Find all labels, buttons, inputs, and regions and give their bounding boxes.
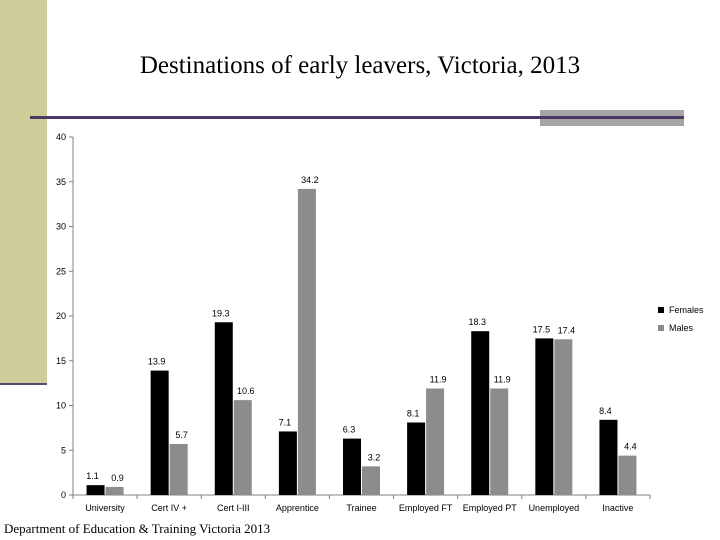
bar-males bbox=[490, 388, 509, 495]
data-label: 17.5 bbox=[533, 324, 551, 334]
bar-females bbox=[407, 422, 426, 495]
bar-females bbox=[214, 322, 233, 495]
data-label: 8.4 bbox=[599, 406, 612, 416]
bar-males bbox=[233, 400, 252, 495]
data-label: 4.4 bbox=[624, 442, 637, 452]
y-tick-label: 15 bbox=[56, 356, 66, 366]
x-category-label: Cert IV + bbox=[151, 503, 187, 513]
data-label: 10.6 bbox=[237, 386, 255, 396]
y-tick-label: 20 bbox=[56, 311, 66, 321]
bar-males bbox=[362, 466, 380, 495]
decorative-side-bar bbox=[0, 0, 47, 383]
decorative-side-bar-edge bbox=[0, 383, 47, 385]
bar-females bbox=[599, 419, 618, 495]
bar-females bbox=[86, 485, 105, 495]
data-label: 17.4 bbox=[558, 325, 576, 335]
x-category-label: Unemployed bbox=[529, 503, 580, 513]
x-category-label: Cert I-III bbox=[217, 503, 250, 513]
bar-males bbox=[618, 455, 637, 495]
data-label: 11.9 bbox=[494, 374, 511, 384]
bar-males bbox=[297, 188, 316, 495]
x-category-label: Trainee bbox=[346, 503, 376, 513]
data-label: 19.3 bbox=[212, 308, 230, 318]
bar-females bbox=[150, 370, 169, 495]
bar-males bbox=[426, 388, 445, 495]
bar-males bbox=[105, 486, 124, 495]
y-tick-label: 5 bbox=[61, 445, 66, 455]
data-label: 0.9 bbox=[111, 473, 124, 483]
bar-males bbox=[554, 339, 573, 495]
bar-males bbox=[169, 443, 188, 495]
page-title: Destinations of early leavers, Victoria,… bbox=[139, 52, 581, 79]
data-label: 3.2 bbox=[368, 452, 381, 462]
y-tick-label: 30 bbox=[56, 222, 66, 232]
x-category-label: Inactive bbox=[602, 503, 633, 513]
y-tick-label: 40 bbox=[56, 132, 66, 142]
bar-females bbox=[278, 431, 297, 495]
data-label: 13.9 bbox=[148, 357, 166, 367]
y-tick-label: 0 bbox=[61, 490, 66, 500]
title-rule bbox=[30, 116, 684, 119]
bar-females bbox=[535, 338, 554, 495]
y-tick-label: 35 bbox=[56, 177, 66, 187]
legend-swatch bbox=[658, 325, 664, 331]
data-label: 1.1 bbox=[86, 471, 99, 481]
data-label: 5.7 bbox=[175, 430, 188, 440]
x-category-label: Employed FT bbox=[399, 503, 453, 513]
x-category-label: Employed PT bbox=[463, 503, 518, 513]
footer-source: Department of Education & Training Victo… bbox=[4, 521, 271, 536]
legend-swatch bbox=[658, 307, 664, 313]
data-label: 8.1 bbox=[407, 409, 420, 419]
data-label: 6.3 bbox=[343, 425, 356, 435]
data-label: 7.1 bbox=[279, 417, 292, 427]
data-label: 18.3 bbox=[468, 317, 486, 327]
data-label: 11.9 bbox=[430, 374, 447, 384]
data-label: 34.2 bbox=[301, 175, 319, 185]
x-category-label: Apprentice bbox=[276, 503, 319, 513]
legend-label: Females bbox=[669, 305, 704, 315]
y-tick-label: 25 bbox=[56, 266, 66, 276]
bar-females bbox=[471, 331, 490, 495]
title-rule-accent-line bbox=[540, 116, 684, 119]
legend-label: Males bbox=[669, 323, 694, 333]
x-category-label: University bbox=[85, 503, 125, 513]
y-tick-label: 10 bbox=[56, 401, 66, 411]
bar-females bbox=[343, 438, 361, 495]
